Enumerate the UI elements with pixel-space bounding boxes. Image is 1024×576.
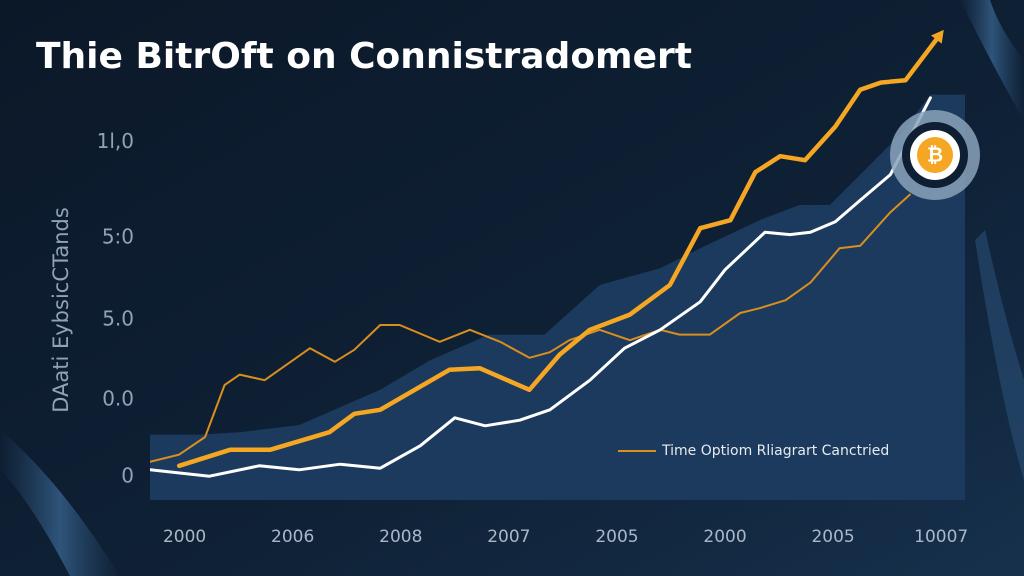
- x-tick-label: 2005: [595, 527, 638, 547]
- legend: Time Optiom Rliagrart Canctried: [618, 443, 889, 459]
- arrowhead: [930, 29, 944, 44]
- y-tick-label: 0: [121, 464, 134, 488]
- y-tick-label: 5:0: [102, 224, 134, 248]
- x-tick-label: 2000: [163, 527, 206, 547]
- line: [150, 96, 932, 478]
- line: [150, 193, 911, 463]
- y-tick-label: 1l,0: [97, 129, 134, 153]
- svg-text:₿: ₿: [927, 143, 943, 167]
- chart-title: Thie BitrOft on Connistradomert: [36, 36, 692, 77]
- y-tick-label: 0.0: [102, 387, 134, 411]
- line: [176, 32, 943, 469]
- legend-label: Time Optiom Rliagrart Canctried: [661, 443, 889, 459]
- area: [150, 94, 965, 500]
- x-tick-label: 10007: [914, 527, 968, 547]
- bg-streak: [975, 230, 1024, 480]
- x-tick-label: 2006: [271, 527, 314, 547]
- bg-streak: [960, 0, 1024, 120]
- x-tick-label: 2008: [379, 527, 422, 547]
- axes: 0 0.0 5.0 5:0 1l,0 2000 2006 2008 2007 2005 2000 20…: [97, 129, 969, 547]
- x-tick-label: 2007: [487, 527, 530, 547]
- bitcoin-icon: ₿: [890, 110, 980, 200]
- x-tick-label: 2000: [703, 527, 746, 547]
- plot-area: [150, 32, 965, 500]
- y-tick-label: 5.0: [102, 307, 134, 331]
- bg-streak: [0, 430, 120, 576]
- x-tick-label: 2005: [811, 527, 854, 547]
- y-axis-label: DAati EybsicCTands: [49, 207, 73, 413]
